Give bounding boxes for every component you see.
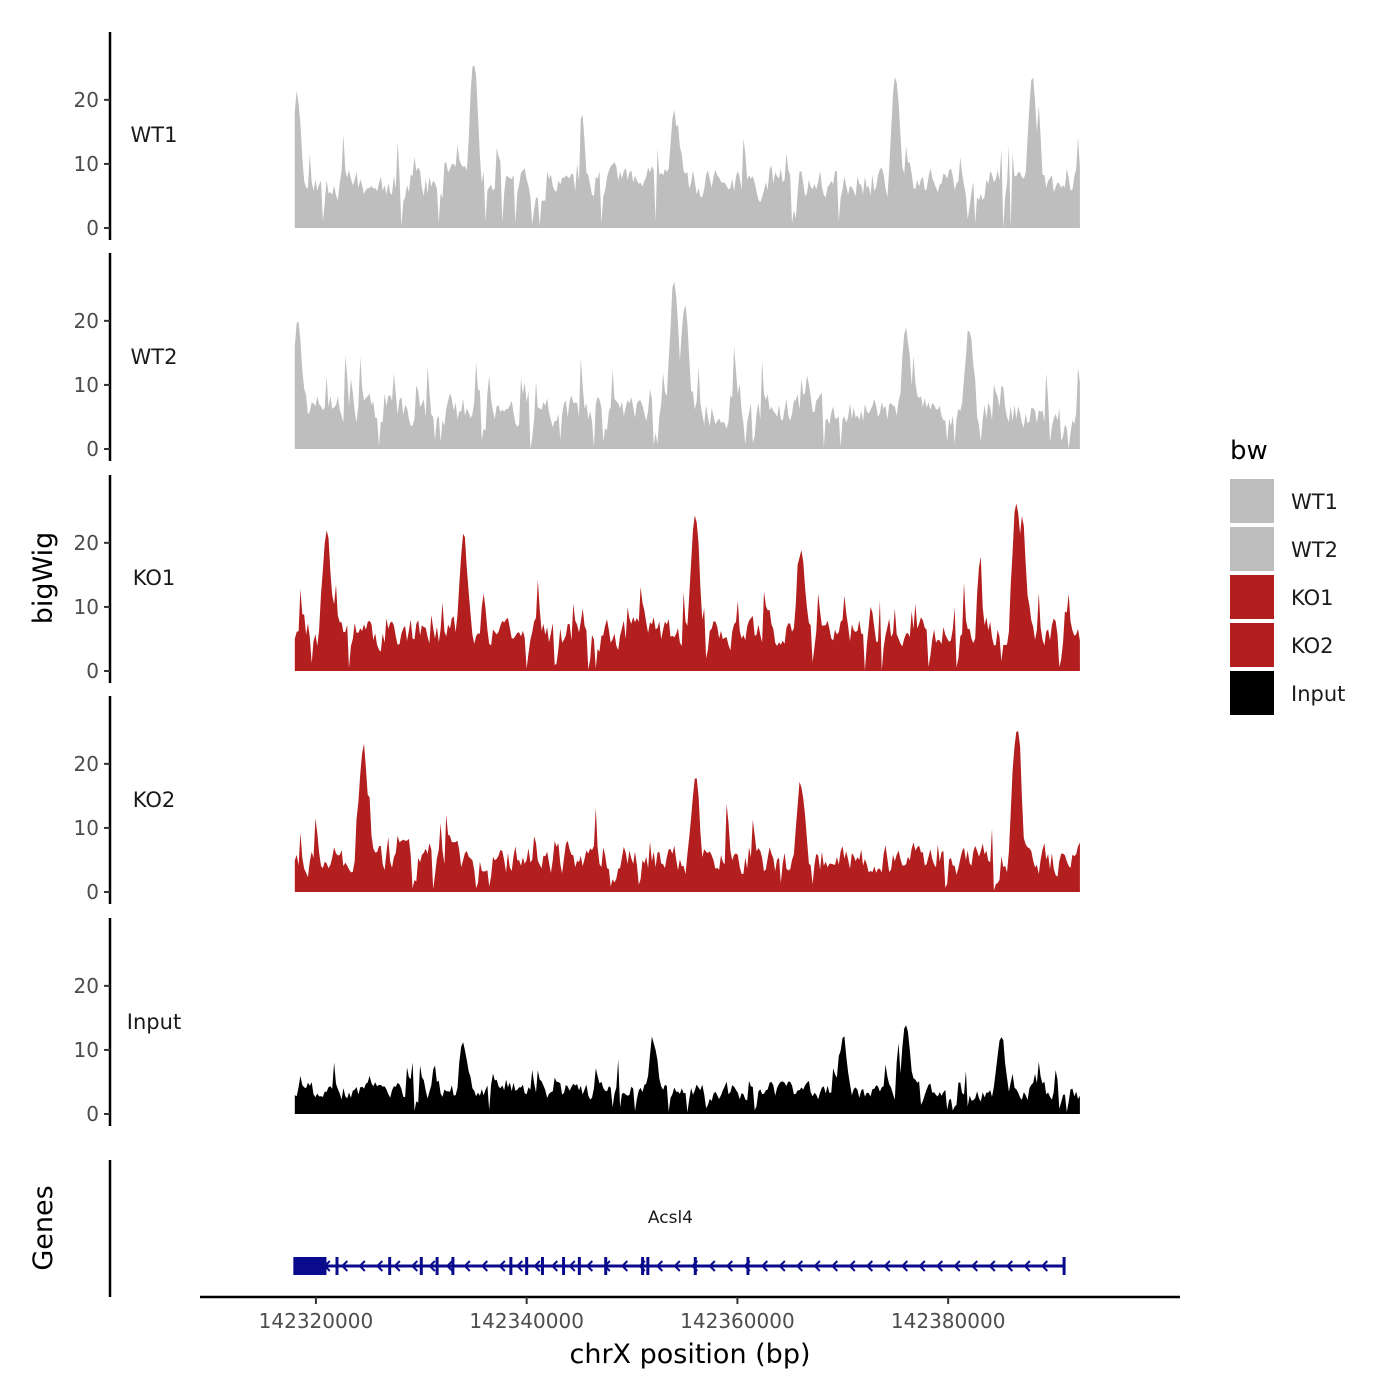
strand-arrow	[970, 1260, 979, 1272]
legend: bw WT1 WT2 KO1 KO2 Input	[1230, 436, 1345, 715]
strand-arrow	[778, 1260, 786, 1272]
strand-arrow	[1023, 1260, 1031, 1272]
track-KO2: 0 10 20 KO2	[74, 696, 1080, 904]
legend-title: bw	[1230, 436, 1268, 466]
track-WT1: 0 10 20 WT1	[74, 32, 1080, 240]
strand-arrow	[393, 1260, 401, 1272]
strand-arrow	[585, 1260, 594, 1272]
strand-arrow	[725, 1260, 734, 1272]
legend-swatch	[1230, 527, 1274, 571]
legend-label: Input	[1291, 682, 1345, 706]
legend-item-Input: Input	[1230, 671, 1345, 715]
legend-swatch	[1230, 575, 1274, 619]
y-tick-label: 10	[74, 1038, 99, 1062]
strand-arrow	[1005, 1260, 1014, 1272]
y-tick-label: 20	[74, 88, 99, 112]
strand-arrow	[620, 1260, 629, 1272]
legend-label: KO2	[1291, 634, 1334, 658]
x-axis: 142320000 142340000 142360000 142380000	[200, 1295, 1180, 1333]
y-tick-label: 10	[74, 373, 99, 397]
y-tick-label: 0	[86, 437, 99, 461]
track-label: KO2	[133, 788, 176, 812]
strand-arrow	[918, 1260, 926, 1272]
track-KO1: 0 10 20 KO1	[74, 475, 1080, 683]
legend-label: KO1	[1291, 586, 1334, 610]
strand-arrow	[428, 1260, 436, 1272]
y-tick-label: 10	[74, 152, 99, 176]
legend-label: WT2	[1291, 538, 1338, 562]
signal-area-KO2	[294, 731, 1080, 892]
gene-name-label: Acsl4	[648, 1208, 693, 1228]
legend-item-WT2: WT2	[1230, 527, 1338, 571]
signal-area-Input	[294, 1025, 1080, 1114]
strand-arrow	[533, 1260, 541, 1272]
y-tick-label: 20	[74, 974, 99, 998]
y-axis-title: bigWig	[28, 532, 59, 625]
legend-swatch	[1230, 623, 1274, 667]
genes-axis-title: Genes	[28, 1185, 59, 1270]
strand-arrow	[848, 1260, 856, 1272]
strand-arrow	[410, 1260, 419, 1272]
signal-area-WT2	[294, 281, 1080, 449]
strand-arrow	[480, 1260, 489, 1272]
y-tick-label: 20	[74, 752, 99, 776]
legend-swatch	[1230, 479, 1274, 523]
strand-arrow	[550, 1260, 559, 1272]
track-label: WT2	[131, 345, 178, 369]
strand-arrow	[358, 1260, 366, 1272]
legend-swatch	[1230, 671, 1274, 715]
utr-block	[294, 1257, 327, 1275]
strand-arrow	[953, 1260, 961, 1272]
signal-area-WT1	[294, 65, 1080, 228]
track-panels: 0 10 20 WT1 0 10 20 WT2 0 10 20 KO1 0 10 20 KO2 0 10 20 Inp…	[74, 32, 1080, 1126]
strand-arrow	[760, 1260, 769, 1272]
strand-arrow	[988, 1260, 996, 1272]
strand-arrow	[865, 1260, 874, 1272]
strand-arrow	[515, 1260, 524, 1272]
strand-arrow	[568, 1260, 576, 1272]
legend-label: WT1	[1291, 490, 1338, 514]
y-tick-label: 10	[74, 595, 99, 619]
strand-arrow	[935, 1260, 944, 1272]
x-tick-label: 142340000	[469, 1309, 584, 1333]
track-label: KO1	[133, 566, 176, 590]
legend-item-KO1: KO1	[1230, 575, 1334, 619]
legend-item-WT1: WT1	[1230, 479, 1338, 523]
strand-arrow	[708, 1260, 716, 1272]
strand-arrow	[795, 1260, 804, 1272]
strand-arrow	[375, 1260, 384, 1272]
x-tick-label: 142380000	[891, 1309, 1006, 1333]
strand-arrow	[340, 1260, 349, 1272]
legend-item-KO2: KO2	[1230, 623, 1334, 667]
signal-area-KO1	[294, 503, 1080, 671]
y-tick-label: 20	[74, 531, 99, 555]
x-tick-label: 142320000	[259, 1309, 374, 1333]
y-tick-label: 10	[74, 816, 99, 840]
track-WT2: 0 10 20 WT2	[74, 253, 1080, 461]
strand-arrow	[463, 1260, 471, 1272]
y-tick-label: 0	[86, 1102, 99, 1126]
track-Input: 0 10 20 Input	[74, 918, 1080, 1126]
y-tick-label: 0	[86, 659, 99, 683]
strand-arrow	[655, 1260, 664, 1272]
track-label: Input	[127, 1010, 181, 1034]
track-label: WT1	[131, 123, 178, 147]
strand-arrow	[673, 1260, 681, 1272]
strand-arrow	[900, 1260, 909, 1272]
strand-arrow	[883, 1260, 891, 1272]
strand-arrow	[498, 1260, 506, 1272]
x-tick-label: 142360000	[680, 1309, 795, 1333]
x-axis-title: chrX position (bp)	[569, 1339, 810, 1370]
y-tick-label: 0	[86, 216, 99, 240]
strand-arrow	[813, 1260, 821, 1272]
y-tick-label: 0	[86, 880, 99, 904]
y-tick-label: 20	[74, 309, 99, 333]
strand-arrow	[1040, 1260, 1049, 1272]
gene-track: Acsl4	[108, 1160, 1066, 1297]
strand-arrow	[830, 1260, 839, 1272]
strand-arrow	[445, 1260, 454, 1272]
